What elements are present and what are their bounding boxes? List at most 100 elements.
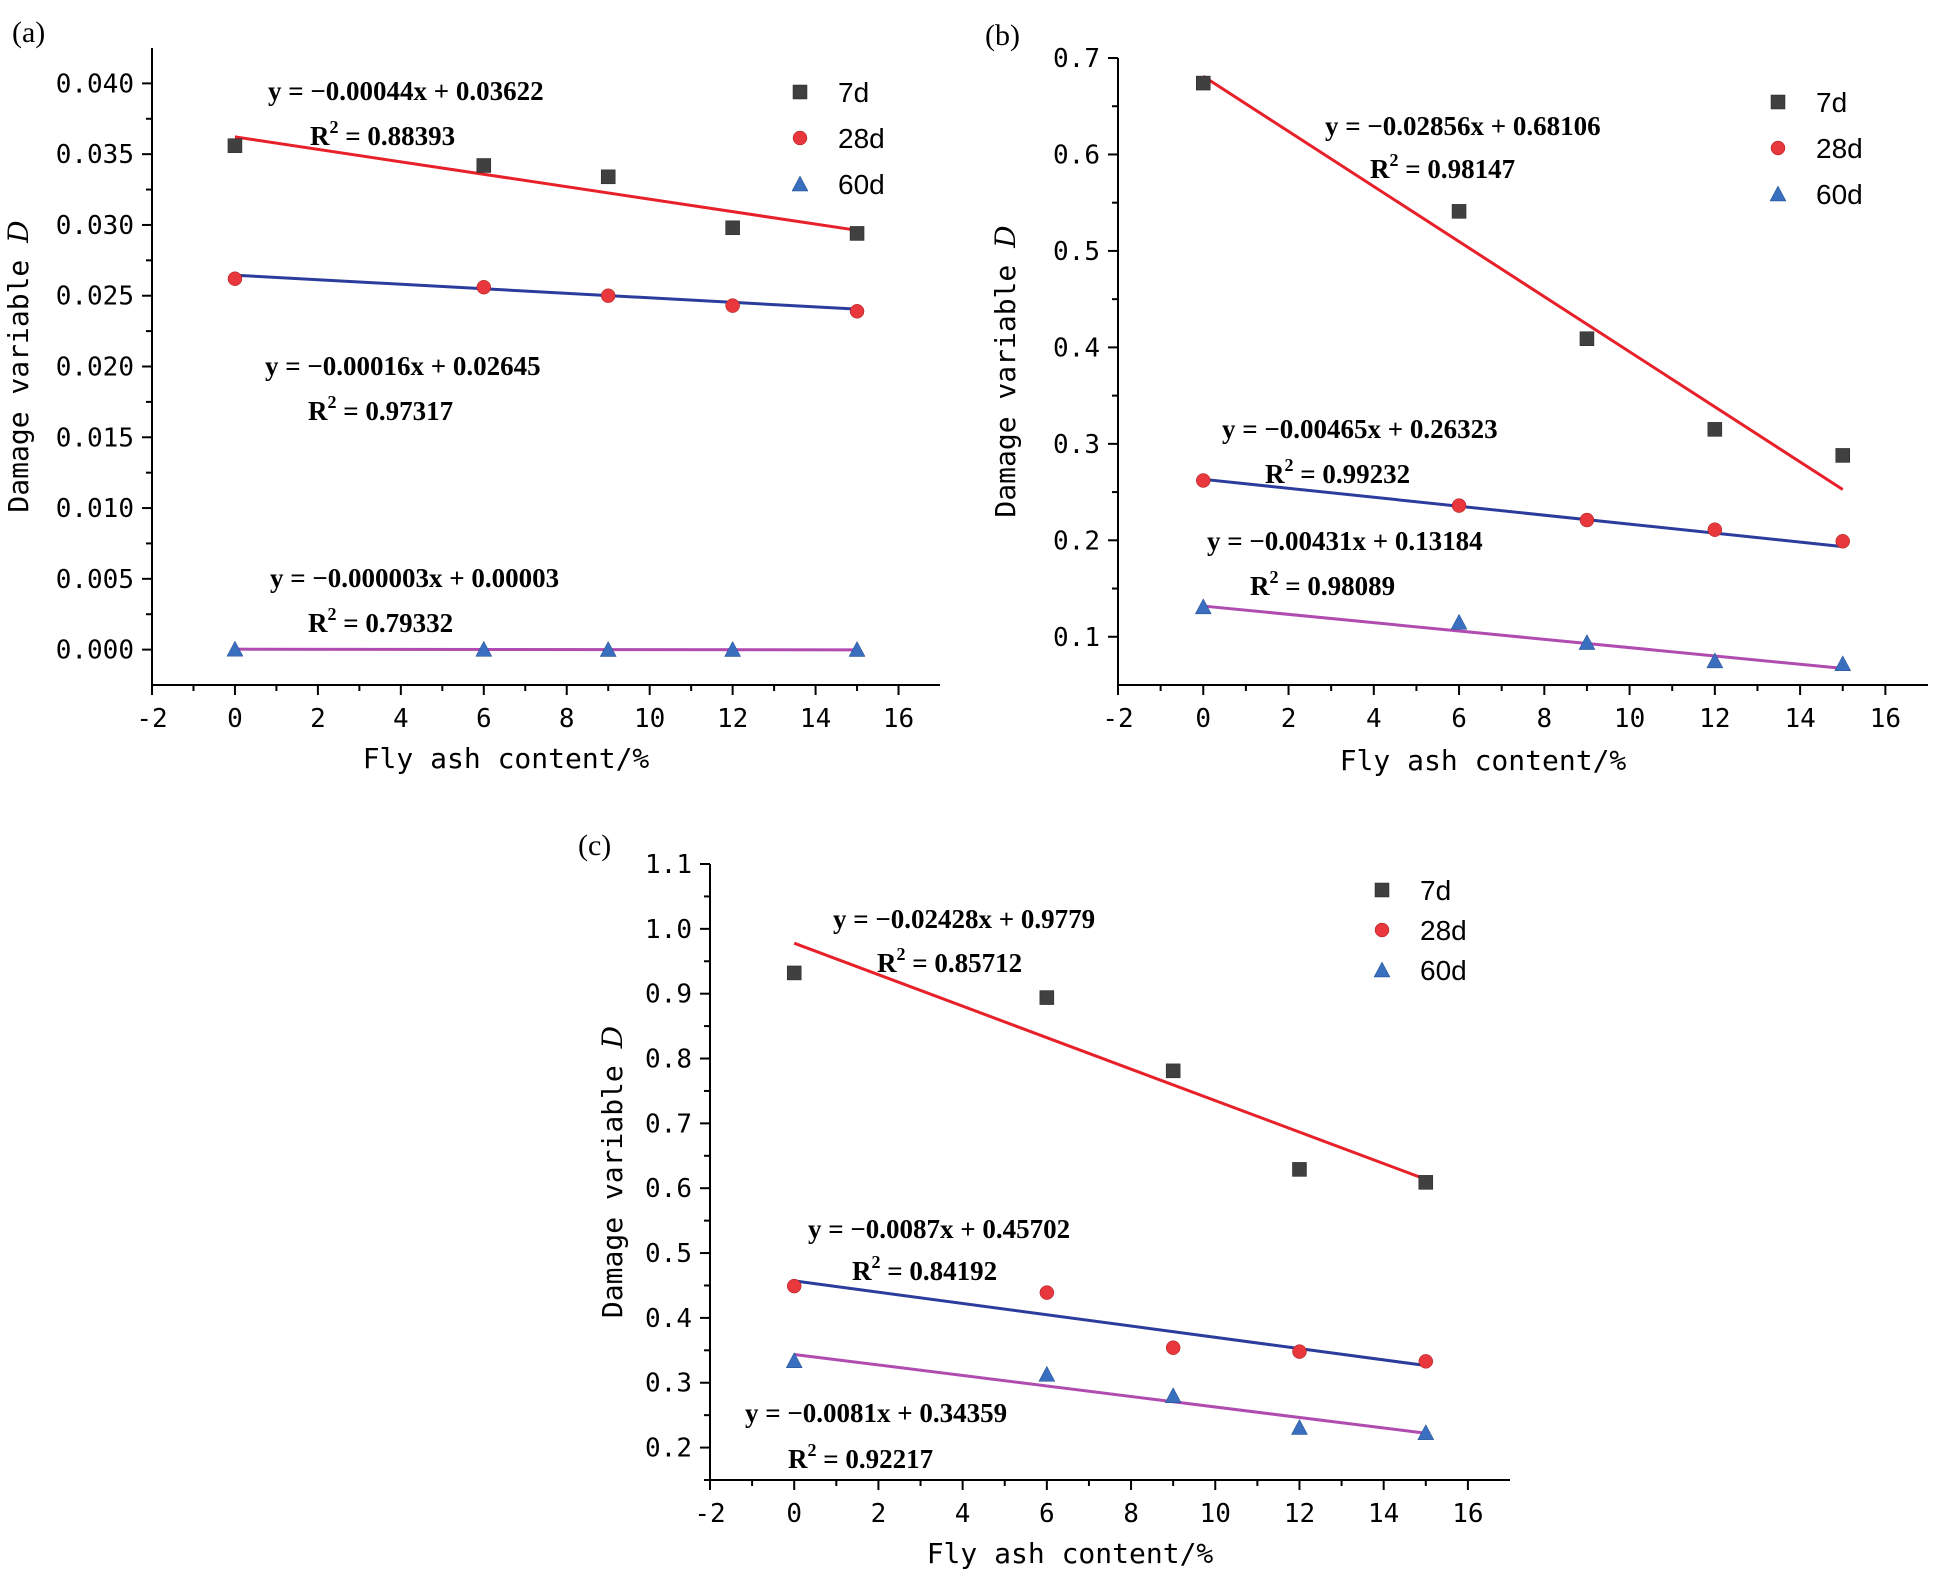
legend-label: 28d <box>1816 133 1863 164</box>
x-tick-label: 14 <box>1784 704 1815 734</box>
x-tick-label: 10 <box>1200 1499 1231 1529</box>
data-point-60d <box>1417 1424 1435 1440</box>
data-point-60d <box>1291 1418 1308 1435</box>
fit-equation: y = −0.00016x + 0.02645 <box>265 351 541 381</box>
legend: 7d 28d 60d <box>1373 875 1467 986</box>
data-point-28d <box>1165 1340 1181 1355</box>
data-point-7d <box>1579 331 1595 346</box>
y-tick-label: 0.000 <box>56 636 134 666</box>
fit-line-28d <box>794 1279 1426 1368</box>
x-tick-label: 0 <box>1195 704 1211 734</box>
data-point-7d <box>725 220 740 236</box>
data-point-28d <box>476 279 492 295</box>
chart-panel-3: (c) -2 0 2 4 6 8 10 12 14 16 0.2 0.3 0.4 0.5 0.6 0.7 0.8 0… <box>578 829 1510 1570</box>
x-tick-label: 10 <box>1614 704 1645 734</box>
legend-label: 7d <box>1816 87 1847 118</box>
y-tick-label: 0.8 <box>645 1045 692 1075</box>
legend-marker-28d <box>792 130 808 146</box>
y-tick-label: 0.4 <box>645 1304 692 1334</box>
x-tick-label: 14 <box>800 704 831 734</box>
data-point-7d <box>1835 448 1850 463</box>
x-tick-label: 8 <box>1536 704 1552 734</box>
data-point-28d <box>1451 498 1467 513</box>
r-squared-label: R2 = 0.97317 <box>308 392 453 426</box>
y-tick-label: 0.6 <box>1053 140 1100 170</box>
y-tick-label: 0.035 <box>56 140 134 170</box>
y-tick-label: 0.3 <box>645 1369 692 1399</box>
data-point-28d <box>227 271 243 286</box>
legend-marker-7d <box>1374 882 1390 898</box>
legend-marker-28d <box>1374 922 1390 938</box>
x-tick-label: 16 <box>1870 704 1901 734</box>
legend-marker-60d <box>791 175 809 192</box>
fit-equation: y = −0.00465x + 0.26323 <box>1222 414 1498 444</box>
x-tick-label: 0 <box>227 704 243 734</box>
x-tick-label: 2 <box>1281 704 1297 734</box>
fit-line-60d <box>1203 604 1843 670</box>
x-tick-label: 14 <box>1368 1499 1399 1529</box>
data-point-28d <box>786 1278 802 1294</box>
data-point-28d <box>725 298 740 313</box>
data-point-28d <box>1196 473 1211 488</box>
r-squared-label: R2 = 0.88393 <box>310 117 455 151</box>
data-point-7d <box>1165 1063 1181 1079</box>
r-squared-label: R2 = 0.98147 <box>1370 150 1515 184</box>
data-point-28d <box>1039 1285 1055 1300</box>
fit-equation: y = −0.0087x + 0.45702 <box>808 1214 1070 1244</box>
x-axis-title: Fly ash content/% <box>1340 744 1627 777</box>
legend-marker-7d <box>792 84 808 100</box>
data-point-60d <box>848 640 866 657</box>
fit-line-7d <box>234 135 858 232</box>
legend-label: 60d <box>1420 955 1467 986</box>
x-tick-label: 8 <box>1123 1499 1139 1529</box>
fit-equation: y = −0.00044x + 0.03622 <box>268 76 544 106</box>
panel-label: (a) <box>12 16 45 49</box>
r-squared-label: R2 = 0.98089 <box>1250 567 1395 601</box>
x-tick-label: -2 <box>1102 704 1133 734</box>
data-point-60d <box>1706 652 1724 669</box>
x-tick-label: 10 <box>634 704 665 734</box>
legend-marker-60d <box>1769 185 1787 202</box>
x-tick-label: -2 <box>136 704 167 734</box>
data-point-7d <box>1039 990 1055 1005</box>
data-point-60d <box>226 640 244 657</box>
x-tick-label: -2 <box>694 1499 725 1529</box>
data-point-7d <box>1196 75 1211 91</box>
x-tick-label: 2 <box>310 704 326 734</box>
fit-equation: y = −0.0081x + 0.34359 <box>745 1398 1007 1428</box>
data-point-60d <box>1450 613 1468 630</box>
y-tick-label: 0.7 <box>645 1109 692 1139</box>
data-point-7d <box>1292 1162 1307 1177</box>
y-tick-label: 0.005 <box>56 565 134 595</box>
y-axis-variable: D <box>2 220 35 243</box>
data-point-7d <box>849 226 865 241</box>
data-point-60d <box>599 640 617 657</box>
y-axis-title: Damage variable D <box>596 1026 629 1318</box>
data-point-28d <box>1835 534 1850 549</box>
legend: 7d 28d 60d <box>791 77 885 200</box>
y-tick-label: 0.020 <box>56 353 134 383</box>
y-axis-variable: D <box>989 225 1022 248</box>
x-tick-label: 16 <box>883 704 914 734</box>
fit-line-60d <box>794 1352 1426 1435</box>
data-point-60d <box>785 1352 803 1368</box>
data-point-60d <box>1038 1365 1056 1382</box>
data-point-28d <box>1292 1344 1307 1359</box>
y-tick-label: 0.030 <box>56 211 134 241</box>
fit-line-28d <box>1203 477 1843 549</box>
data-point-7d <box>786 965 802 981</box>
x-tick-label: 6 <box>1039 1499 1055 1529</box>
y-tick-label: 0.010 <box>56 494 134 524</box>
legend-marker-28d <box>1770 140 1786 156</box>
legend-label: 60d <box>1816 179 1863 210</box>
panel-label: (c) <box>578 829 611 862</box>
y-tick-label: 0.040 <box>56 69 134 99</box>
x-tick-label: 12 <box>1284 1499 1315 1529</box>
y-tick-label: 1.1 <box>645 850 692 880</box>
data-point-7d <box>600 169 616 185</box>
data-point-7d <box>1418 1175 1434 1190</box>
y-tick-label: 1.0 <box>645 915 692 945</box>
y-tick-label: 0.3 <box>1053 430 1100 460</box>
r-squared-label: R2 = 0.84192 <box>852 1252 997 1286</box>
y-tick-label: 0.2 <box>645 1434 692 1464</box>
